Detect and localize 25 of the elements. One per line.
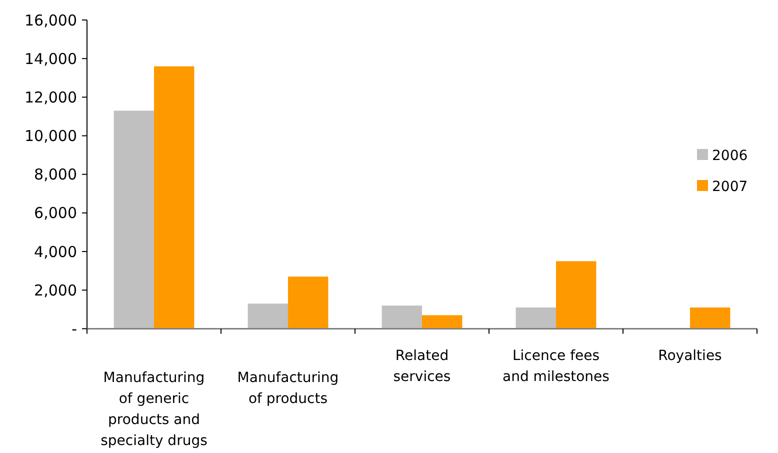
y-tick-label: 4,000 <box>34 242 77 261</box>
bar <box>114 110 154 329</box>
x-tick-label: Licence fees and milestones <box>502 348 610 385</box>
y-tick-label: 6,000 <box>34 204 77 222</box>
bar <box>248 304 288 329</box>
y-tick-label: 14,000 <box>24 50 77 68</box>
y-tick-label: 10,000 <box>24 127 77 146</box>
y-tick-label: 2,000 <box>34 281 77 300</box>
y-tick-label: 8,000 <box>34 166 77 184</box>
legend-label: 2006 <box>712 148 748 164</box>
bar <box>690 307 730 329</box>
legend-label: 2007 <box>712 178 748 195</box>
bar <box>382 306 422 329</box>
bar <box>516 307 556 329</box>
y-tick-label: 12,000 <box>24 88 77 106</box>
x-tick-label: Manufacturing of products <box>237 370 339 407</box>
y-tick-label: - <box>72 320 77 338</box>
x-tick-label: Manufacturing of generic products and specialty drugs <box>100 370 208 449</box>
x-tick-label: Royalties <box>658 348 722 364</box>
x-tick-label: Related services <box>393 348 451 385</box>
bar <box>288 276 328 329</box>
bar <box>422 315 462 329</box>
y-tick-label: 16,000 <box>24 11 77 30</box>
bar <box>154 66 194 329</box>
bar <box>556 261 596 329</box>
